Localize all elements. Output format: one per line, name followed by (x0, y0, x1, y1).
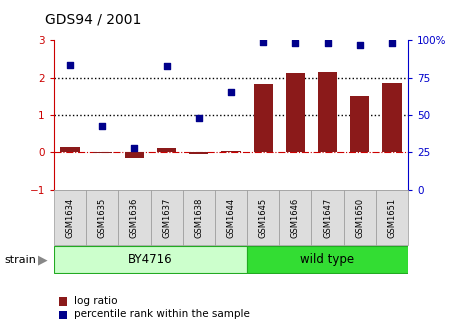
Text: GSM1635: GSM1635 (98, 198, 107, 238)
Text: BY4716: BY4716 (128, 253, 173, 266)
Bar (382, 83, 401, 153)
Text: log ratio: log ratio (74, 296, 118, 306)
Text: GSM1634: GSM1634 (66, 198, 75, 238)
Bar (86, 190, 118, 245)
Text: GSM1645: GSM1645 (259, 198, 268, 238)
Point (388, 40, 396, 46)
Bar (247, 246, 408, 273)
Bar (344, 190, 376, 245)
Text: GSM1650: GSM1650 (355, 198, 364, 238)
Text: GSM1637: GSM1637 (162, 197, 171, 238)
Point (66, 62, 74, 67)
Text: GSM1644: GSM1644 (227, 198, 235, 238)
Bar (189, 153, 208, 154)
Bar (350, 96, 370, 153)
Bar (61, 147, 80, 153)
Point (98, 123, 106, 128)
Point (131, 145, 138, 151)
Bar (54, 190, 86, 245)
Bar (215, 190, 247, 245)
Bar (311, 190, 344, 245)
Point (292, 40, 299, 46)
Bar (279, 190, 311, 245)
Point (356, 42, 363, 47)
Point (163, 63, 170, 69)
Bar (118, 190, 151, 245)
Bar (376, 190, 408, 245)
Text: GSM1636: GSM1636 (130, 197, 139, 238)
Point (227, 89, 234, 95)
Text: wild type: wild type (301, 253, 355, 266)
Text: GSM1638: GSM1638 (194, 197, 203, 238)
Text: GSM1646: GSM1646 (291, 198, 300, 238)
Point (324, 40, 331, 46)
Bar (247, 190, 279, 245)
Bar (254, 84, 273, 153)
Text: percentile rank within the sample: percentile rank within the sample (74, 309, 250, 319)
Bar (318, 72, 337, 153)
Bar (125, 153, 144, 158)
Bar (286, 73, 305, 153)
Text: GSM1651: GSM1651 (387, 198, 396, 238)
Point (195, 115, 203, 120)
Text: GDS94 / 2001: GDS94 / 2001 (45, 13, 141, 27)
Text: GSM1647: GSM1647 (323, 198, 332, 238)
Bar (54, 246, 247, 273)
Bar (221, 151, 241, 153)
Bar (151, 190, 183, 245)
Bar (183, 190, 215, 245)
Text: ▶: ▶ (38, 253, 47, 266)
Point (259, 40, 267, 45)
Bar (157, 148, 176, 153)
Text: strain: strain (5, 255, 37, 264)
